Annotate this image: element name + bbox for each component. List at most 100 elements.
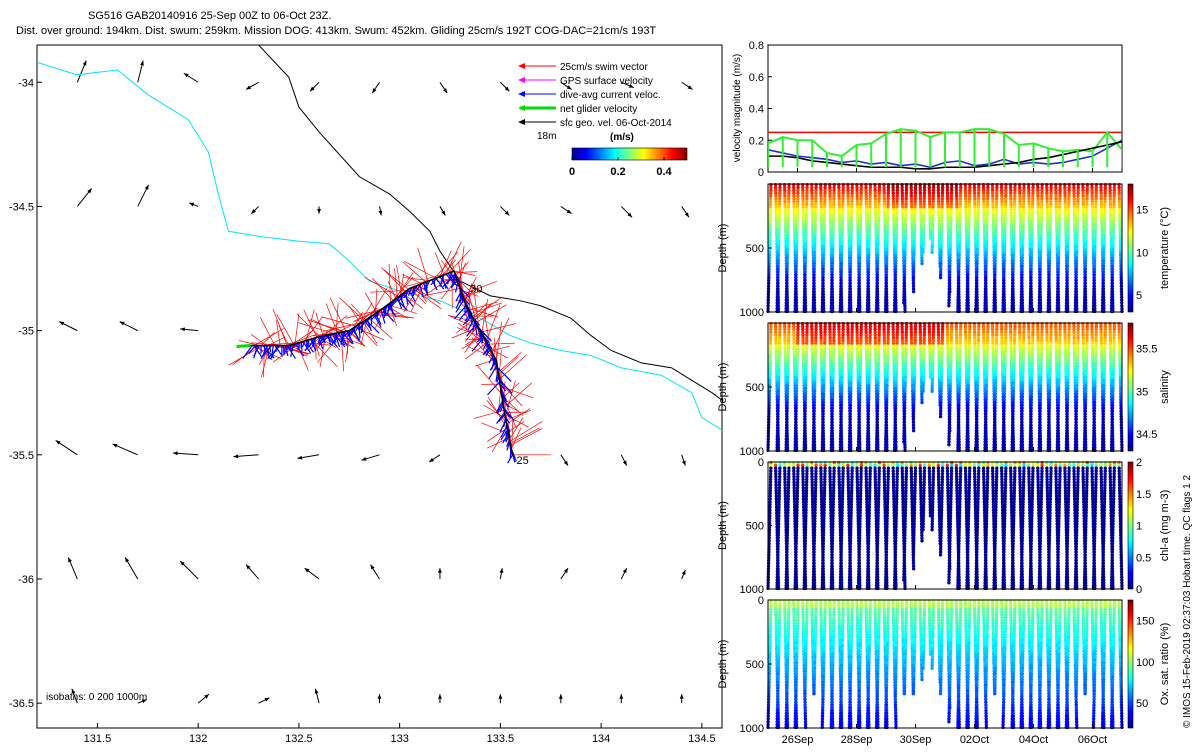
map-ytick-label: -36 <box>18 574 34 586</box>
figure-subtitle: Dist. over ground: 194km. Dist. swum: 25… <box>16 25 656 37</box>
velocity-ytick-label: 0.8 <box>749 40 764 52</box>
colorbar-tick-label: 0 <box>569 166 575 178</box>
section-colorbar-title: temperature (°C) <box>1159 207 1171 289</box>
dac-vector <box>413 287 414 296</box>
section-ytick-label: 500 <box>746 243 764 255</box>
legend-label: sfc geo. vel. 06-Oct-2014 <box>560 118 672 129</box>
map-xtick-label: 131.5 <box>84 733 112 745</box>
figure-title: SG516 GAB20140916 25-Sep 00Z to 06-Oct 2… <box>88 10 331 22</box>
velocity-ylabel: velocity magnitude (m/s) <box>732 54 743 162</box>
section-dot <box>965 310 968 313</box>
section-dot <box>1028 310 1031 313</box>
isobath-note: isobaths: 0 200 1000m <box>46 692 147 703</box>
section-dot <box>921 251 924 254</box>
colorbar-tick-label: 0.2 <box>610 166 625 178</box>
section-dot <box>1074 310 1077 313</box>
section-dot <box>848 310 851 313</box>
velocity-ytick-label: 0 <box>758 167 764 179</box>
velocity-ytick-label: 0.2 <box>749 135 764 147</box>
section-dot <box>812 449 815 452</box>
legend-label: 25cm/s swim vector <box>560 62 648 73</box>
legend-label: GPS surface velocity <box>560 76 653 87</box>
section-dot <box>821 449 824 452</box>
section-dot <box>947 304 950 307</box>
net-glider-velocity-mark <box>237 346 251 347</box>
section-dot <box>912 290 915 293</box>
section-dot <box>857 310 860 313</box>
section-dot <box>1083 310 1086 313</box>
section-dot <box>920 262 923 265</box>
section-ytick-label: 1000 <box>740 307 764 319</box>
day-label: 25 <box>516 455 528 467</box>
section-colorbar <box>1128 184 1133 312</box>
section-dot <box>784 449 787 452</box>
colorbar-title: (m/s) <box>610 132 634 143</box>
map-xtick-label: 134 <box>592 733 610 745</box>
section-dot <box>821 310 824 313</box>
section-dot <box>784 310 787 313</box>
section-dot <box>1110 310 1113 313</box>
section-dot <box>812 310 815 313</box>
section-dot <box>983 310 986 313</box>
section-dot <box>830 449 833 452</box>
section-dot <box>939 276 942 279</box>
section-dot <box>1001 310 1004 313</box>
section-ylabel: Depth (m) <box>717 224 729 273</box>
map-xtick-label: 132 <box>189 733 207 745</box>
map-ytick-label: -36.5 <box>9 698 34 710</box>
velocity-ytick-label: 0.4 <box>749 104 764 116</box>
section-dot <box>912 276 915 279</box>
section-dot <box>775 449 778 452</box>
map-xtick-label: 133.5 <box>487 733 515 745</box>
section-dot <box>839 310 842 313</box>
map-xtick-label: 132.5 <box>285 733 313 745</box>
day-label: 30 <box>470 283 482 295</box>
section-dot <box>1037 310 1040 313</box>
section-colorbar-label: 10 <box>1136 247 1148 259</box>
section-dot <box>793 449 796 452</box>
section-dot <box>884 310 887 313</box>
section-dot <box>1019 310 1022 313</box>
section-dot <box>893 310 896 313</box>
map-ytick-label: -34 <box>18 77 34 89</box>
map-ytick-label: -34.5 <box>9 201 34 213</box>
dac-vector <box>301 342 302 351</box>
section-colorbar-label: 15 <box>1136 205 1148 217</box>
section-dot <box>956 310 959 313</box>
section-dot <box>866 310 869 313</box>
map-xtick-label: 133 <box>390 733 408 745</box>
depth-18m-label: 18m <box>537 131 556 142</box>
legend-label: net glider velocity <box>560 104 637 115</box>
section-dot <box>775 310 778 313</box>
map-panel: 131.5 132 132.5 133 133.5 134 134.5 -34 -34.5 -35… <box>9 45 722 745</box>
section-dot <box>830 310 833 313</box>
section-dot <box>1101 310 1104 313</box>
map-xtick-label: 134.5 <box>688 733 716 745</box>
section-dot <box>793 310 796 313</box>
section-dot <box>1056 310 1059 313</box>
section-dot <box>802 310 805 313</box>
section-dot <box>903 310 906 313</box>
dac-vector <box>270 346 271 353</box>
section-temperature: 500 1000 Depth (m) 5 10 15 temperature (°C) <box>717 183 1171 319</box>
section-dot <box>992 310 995 313</box>
velocity-ytick-label: 0.6 <box>749 72 764 84</box>
map-colorbar <box>572 148 687 160</box>
section-dot <box>1047 310 1050 313</box>
velocity-panel: 0 0.2 0.4 0.6 0.8 velocity magnitude (m/s) <box>732 40 1122 179</box>
section-dot <box>802 449 805 452</box>
map-frame <box>37 45 722 728</box>
section-dot <box>930 251 933 254</box>
colorbar-tick-label: 0.4 <box>656 166 672 178</box>
section-dot <box>1010 310 1013 313</box>
map-ytick-label: -35 <box>18 326 34 338</box>
legend-label: dive-avg current veloc. <box>560 90 661 101</box>
section-dot <box>1065 310 1068 313</box>
section-colorbar-label: 5 <box>1136 290 1142 302</box>
section-dot <box>875 310 878 313</box>
section-dot <box>902 301 905 304</box>
